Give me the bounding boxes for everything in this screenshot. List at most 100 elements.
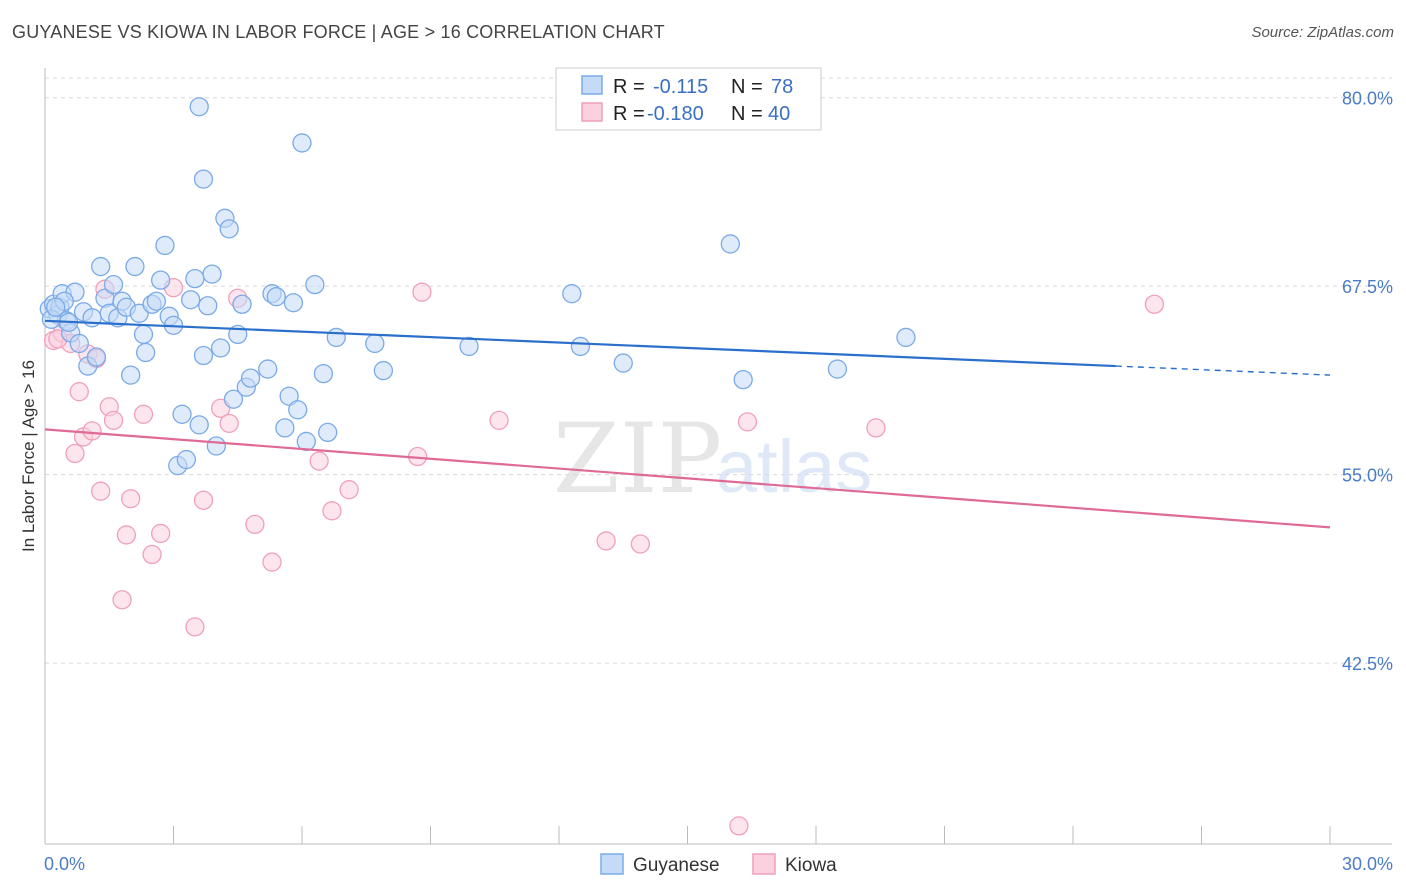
guyanese-point-58	[292, 133, 312, 153]
legend-n-value-kiowa: 40	[768, 103, 790, 125]
watermark-zip: ZIP	[553, 403, 722, 515]
kiowa-point-4	[69, 382, 89, 402]
guyanese-point-26	[146, 291, 167, 311]
y-tick-label-3: 80.0%	[1342, 89, 1393, 109]
kiowa-trend-line	[44, 428, 1331, 529]
guyanese-point-46	[223, 389, 244, 409]
kiowa-point-3	[65, 443, 85, 464]
kiowa-point-35	[737, 412, 758, 432]
guyanese-point-55	[279, 386, 299, 406]
guyanese-point-48	[232, 294, 252, 314]
stats-legend: R = -0.115 N = 78 R = -0.180 N = 40	[555, 67, 822, 131]
guyanese-point-67	[562, 284, 582, 304]
watermark: ZIP atlas	[553, 403, 872, 515]
kiowa-point-21	[193, 490, 214, 510]
kiowa-point-12	[103, 410, 124, 430]
guyanese-point-24	[136, 342, 156, 363]
guyanese-point-36	[189, 415, 209, 435]
y-axis-title: In Labor Force | Age > 16	[19, 360, 38, 552]
guyanese-point-45	[219, 219, 239, 239]
kiowa-point-34	[630, 534, 651, 554]
guyanese-point-32	[172, 404, 192, 424]
guyanese-point-27	[150, 270, 171, 290]
series-legend-label-kiowa: Kiowa	[785, 855, 837, 876]
kiowa-point-9	[91, 481, 111, 501]
guyanese-point-62	[318, 422, 338, 443]
guyanese-point-35	[185, 268, 205, 289]
guyanese-point-13	[91, 256, 111, 277]
kiowa-point-18	[150, 523, 171, 544]
guyanese-point-61	[313, 363, 334, 384]
guyanese-point-41	[193, 169, 214, 189]
series-legend: Guyanese Kiowa	[600, 853, 837, 876]
guyanese-point-37	[193, 345, 214, 366]
guyanese-point-77	[46, 297, 66, 317]
guyanese-point-33	[176, 449, 197, 470]
kiowa-point-15	[121, 489, 141, 509]
legend-swatch-guyanese	[581, 75, 603, 95]
guyanese-point-65	[373, 360, 394, 381]
legend-r-label-guyanese: R =	[613, 76, 645, 98]
guyanese-point-73	[896, 327, 916, 348]
y-tick-label-2: 67.5%	[1342, 277, 1393, 297]
kiowa-point-38	[1144, 294, 1165, 314]
guyanese-point-64	[365, 333, 385, 354]
guyanese-point-39	[202, 264, 222, 284]
guyanese-point-34	[180, 290, 201, 310]
kiowa-point-32	[489, 410, 509, 430]
kiowa-point-36	[729, 816, 749, 836]
guyanese-point-23	[133, 324, 154, 345]
kiowa-point-27	[309, 451, 329, 471]
guyanese-point-8	[69, 333, 89, 354]
legend-n-label-kiowa: N =	[731, 103, 763, 125]
watermark-atlas: atlas	[716, 425, 872, 508]
guyanese-trend-line	[44, 319, 1116, 368]
kiowa-point-23	[219, 413, 239, 434]
guyanese-point-28	[155, 235, 175, 256]
legend-r-value-kiowa: -0.180	[647, 103, 704, 125]
y-tick-label-1: 55.0%	[1342, 466, 1393, 486]
guyanese-point-40	[189, 97, 209, 117]
kiowa-point-25	[245, 514, 265, 535]
kiowa-point-37	[866, 418, 886, 438]
guyanese-point-71	[733, 369, 753, 390]
guyanese-points	[39, 97, 916, 476]
guyanese-point-59	[296, 431, 316, 452]
guyanese-point-21	[125, 256, 145, 277]
guyanese-point-54	[275, 418, 295, 438]
kiowa-point-29	[339, 480, 359, 500]
series-legend-swatch-kiowa	[752, 853, 776, 875]
guyanese-point-56	[283, 293, 304, 313]
guyanese-point-68	[570, 336, 591, 357]
x-tick-label-0: 0.0%	[44, 854, 85, 874]
kiowa-point-7	[82, 421, 102, 441]
legend-r-value-guyanese: -0.115	[653, 76, 708, 98]
chart-source: Source: ZipAtlas.com	[1251, 24, 1394, 41]
kiowa-point-33	[596, 531, 616, 551]
guyanese-point-51	[258, 359, 278, 379]
series-legend-swatch-guyanese	[600, 853, 624, 875]
guyanese-point-66	[459, 336, 479, 357]
kiowa-point-14	[116, 525, 137, 545]
guyanese-point-70	[720, 234, 740, 254]
tick-labels: 42.5% 55.0% 67.5% 80.0% 0.0% 30.0%	[44, 89, 1393, 874]
y-tick-label-0: 42.5%	[1342, 654, 1393, 674]
kiowa-point-13	[112, 590, 132, 610]
guyanese-point-69	[613, 353, 633, 373]
kiowa-point-28	[322, 501, 342, 521]
guyanese-point-43	[210, 338, 231, 358]
guyanese-trend-extension	[1115, 365, 1331, 376]
guyanese-point-42	[206, 436, 226, 456]
legend-n-label-guyanese: N =	[731, 76, 763, 98]
guyanese-point-50	[240, 368, 261, 388]
chart-title: GUYANESE VS KIOWA IN LABOR FORCE | AGE >…	[12, 22, 665, 42]
kiowa-point-17	[142, 544, 162, 565]
guyanese-point-16	[103, 274, 124, 295]
series-legend-label-guyanese: Guyanese	[633, 855, 720, 876]
kiowa-points	[43, 278, 1165, 836]
kiowa-point-26	[262, 552, 282, 572]
guyanese-point-38	[198, 296, 218, 316]
guyanese-point-57	[288, 400, 308, 420]
legend-n-value-guyanese: 78	[771, 76, 793, 98]
